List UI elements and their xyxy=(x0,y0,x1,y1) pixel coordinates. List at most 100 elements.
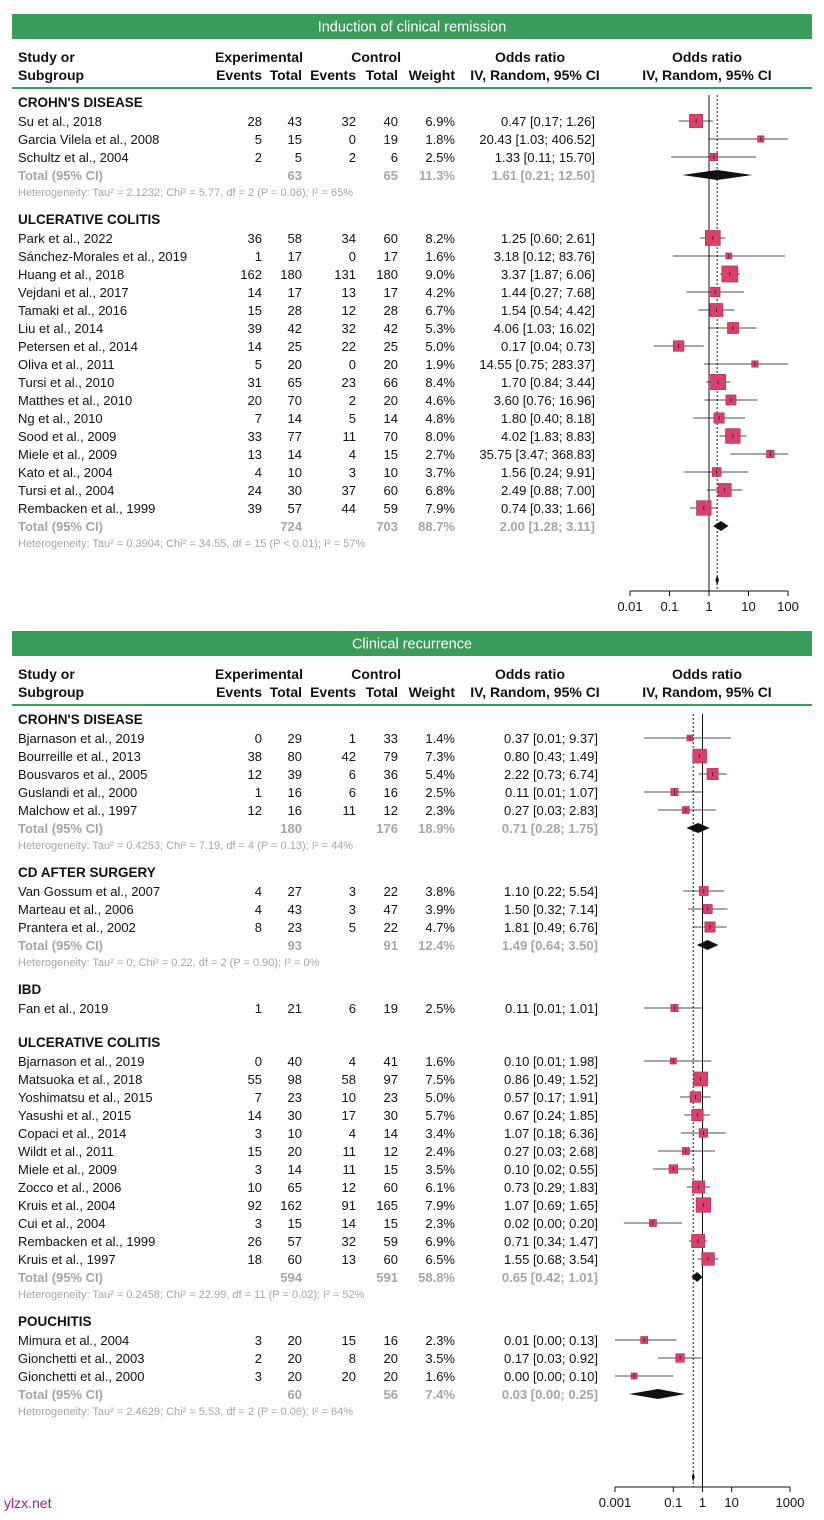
header-or-col: Odds ratio xyxy=(495,666,565,682)
ctrl-total: 19 xyxy=(384,132,398,147)
header-experimental: Experimental xyxy=(215,49,303,65)
exp-total: 17 xyxy=(288,285,302,300)
or-ci-text: 0.27 [0.03; 2.83] xyxy=(504,803,598,818)
or-ci-text: 1.55 [0.68; 3.54] xyxy=(504,1252,598,1267)
exp-events: 5 xyxy=(255,357,262,372)
or-ci-text: 14.55 [0.75; 283.37] xyxy=(479,357,595,372)
exp-events: 2 xyxy=(255,150,262,165)
x-tick-label: 0.1 xyxy=(664,1495,682,1510)
study-name: Malchow et al., 1997 xyxy=(18,803,137,818)
ctrl-total: 42 xyxy=(384,321,398,336)
total-or-ci: 1.49 [0.64; 3.50] xyxy=(502,938,598,953)
study-name: Tursi et al., 2004 xyxy=(18,483,114,498)
ctrl-total: 14 xyxy=(384,1126,398,1141)
study-name: Vejdani et al., 2017 xyxy=(18,285,129,300)
total-or-ci: 0.71 [0.28; 1.75] xyxy=(502,821,598,836)
exp-events: 1 xyxy=(255,1001,262,1016)
study-name: Mimura et al., 2004 xyxy=(18,1333,129,1348)
heterogeneity-text: Heterogeneity: Tau² = 0.2458; Chi² = 22.… xyxy=(18,1289,365,1301)
or-ci-text: 20.43 [1.03; 406.52] xyxy=(479,132,595,147)
exp-events: 3 xyxy=(255,1126,262,1141)
total-weight: 7.4% xyxy=(425,1387,455,1402)
study-name: Kruis et al., 1997 xyxy=(18,1252,116,1267)
ctrl-total: 14 xyxy=(384,411,398,426)
subgroup-diamond xyxy=(628,1389,685,1399)
weight-value: 3.4% xyxy=(425,1126,455,1141)
exp-total: 70 xyxy=(288,393,302,408)
weight-value: 8.2% xyxy=(425,231,455,246)
ctrl-total: 25 xyxy=(384,339,398,354)
study-name: Miele et al., 2009 xyxy=(18,447,117,462)
exp-events: 12 xyxy=(248,767,262,782)
exp-total: 57 xyxy=(288,501,302,516)
exp-events: 18 xyxy=(248,1252,262,1267)
weight-value: 7.9% xyxy=(425,1198,455,1213)
weight-value: 8.4% xyxy=(425,375,455,390)
ctrl-events: 131 xyxy=(334,267,356,282)
or-ci-text: 0.86 [0.49; 1.52] xyxy=(504,1072,598,1087)
exp-total: 27 xyxy=(288,884,302,899)
exp-total: 21 xyxy=(288,1001,302,1016)
header-ctrl-total: Total xyxy=(366,684,398,700)
exp-total: 20 xyxy=(288,1351,302,1366)
exp-events: 3 xyxy=(255,1162,262,1177)
exp-events: 26 xyxy=(248,1234,262,1249)
ctrl-events: 15 xyxy=(342,1333,356,1348)
or-ci-text: 0.10 [0.02; 0.55] xyxy=(504,1162,598,1177)
study-name: Wildt et al., 2011 xyxy=(18,1144,114,1159)
ctrl-events: 5 xyxy=(349,920,356,935)
heterogeneity-text: Heterogeneity: Tau² = 0.3904; Chi² = 34.… xyxy=(18,538,365,550)
weight-value: 6.1% xyxy=(425,1180,455,1195)
exp-events: 55 xyxy=(248,1072,262,1087)
heterogeneity-text: Heterogeneity: Tau² = 2.1232; Chi² = 5.7… xyxy=(18,187,353,199)
subgroup-heading: CROHN'S DISEASE xyxy=(18,95,143,110)
total-weight: 18.9% xyxy=(418,821,455,836)
header-ctrl-events: Events xyxy=(310,684,356,700)
weight-value: 3.8% xyxy=(425,884,455,899)
study-name: Marteau et al., 2006 xyxy=(18,902,134,917)
total-ctrl: 65 xyxy=(384,168,398,183)
weight-value: 6.9% xyxy=(425,114,455,129)
ctrl-events: 11 xyxy=(343,1162,357,1177)
exp-events: 10 xyxy=(248,1180,262,1195)
weight-value: 7.5% xyxy=(425,1072,455,1087)
subgroup-heading: ULCERATIVE COLITIS xyxy=(18,1035,160,1050)
x-tick-label: 10 xyxy=(741,599,755,614)
study-name: Park et al., 2022 xyxy=(18,231,113,246)
study-name: Petersen et al., 2014 xyxy=(18,339,138,354)
x-tick-label: 1000 xyxy=(776,1495,805,1510)
or-ci-text: 0.74 [0.33; 1.66] xyxy=(501,501,595,516)
ctrl-events: 23 xyxy=(342,375,356,390)
or-ci-text: 2.22 [0.73; 6.74] xyxy=(504,767,598,782)
study-name: Guslandi et al., 2000 xyxy=(18,785,137,800)
exp-total: 57 xyxy=(288,1234,302,1249)
ctrl-total: 28 xyxy=(384,303,398,318)
exp-total: 29 xyxy=(288,731,302,746)
header-ctrl-events: Events xyxy=(310,67,356,83)
ctrl-total: 60 xyxy=(384,483,398,498)
ctrl-total: 17 xyxy=(384,249,398,264)
ctrl-events: 32 xyxy=(342,1234,356,1249)
header-weight: Weight xyxy=(409,67,456,83)
ctrl-events: 4 xyxy=(349,447,356,462)
ctrl-events: 6 xyxy=(349,1001,356,1016)
ctrl-events: 8 xyxy=(349,1351,356,1366)
study-name: Sánchez-Morales et al., 2019 xyxy=(18,249,187,264)
exp-events: 4 xyxy=(255,884,262,899)
total-exp: 180 xyxy=(280,821,302,836)
or-ci-text: 0.17 [0.04; 0.73] xyxy=(501,339,595,354)
weight-value: 4.7% xyxy=(425,920,455,935)
subgroup-heading: POUCHITIS xyxy=(18,1314,92,1329)
exp-events: 15 xyxy=(248,303,262,318)
weight-value: 2.7% xyxy=(425,447,455,462)
header-or-col-method: IV, Random, 95% CI xyxy=(470,684,599,700)
header-or-plot-method: IV, Random, 95% CI xyxy=(642,67,771,83)
or-ci-text: 0.67 [0.24; 1.85] xyxy=(504,1108,598,1123)
study-name: Bjarnason et al., 2019 xyxy=(18,731,144,746)
total-weight: 88.7% xyxy=(418,519,455,534)
study-name: Tursi et al., 2010 xyxy=(18,375,114,390)
study-name: Miele et al., 2009 xyxy=(18,1162,117,1177)
ctrl-total: 20 xyxy=(384,1351,398,1366)
exp-total: 20 xyxy=(288,357,302,372)
